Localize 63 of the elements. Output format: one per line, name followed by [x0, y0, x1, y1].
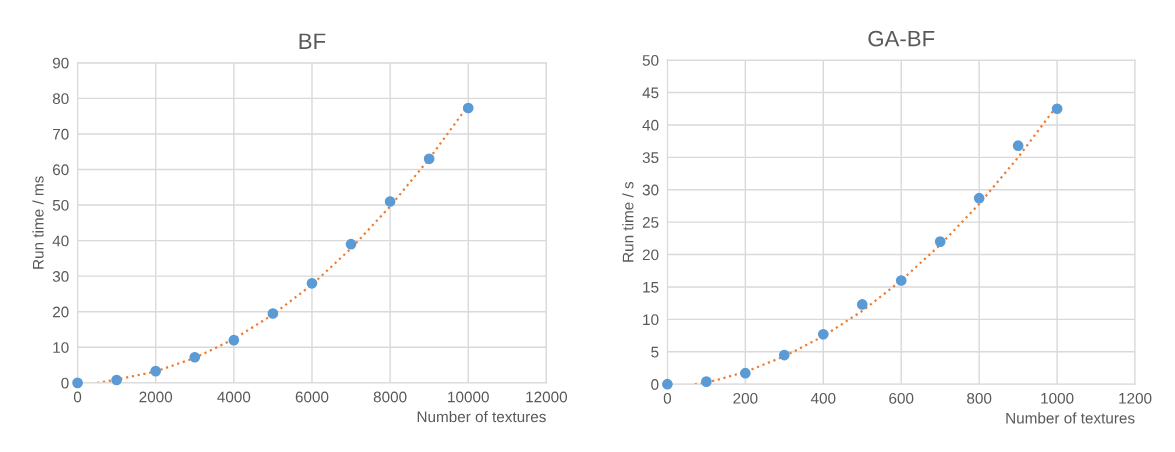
point — [267, 308, 279, 319]
point — [423, 153, 435, 165]
x-tick-label: 400 — [810, 392, 836, 404]
x-tick-label: 4000 — [217, 391, 251, 403]
point — [384, 196, 396, 207]
x-tick-label: 10000 — [448, 391, 489, 403]
x-tick-label: 1000 — [1041, 392, 1074, 404]
point — [189, 351, 201, 363]
y-tick-label: 30 — [642, 184, 659, 196]
point — [462, 102, 474, 114]
chart-title: GA-BF — [868, 30, 935, 47]
point — [895, 275, 907, 286]
y-tick-label: 50 — [52, 199, 69, 211]
x-axis-title: Number of textures — [1006, 412, 1135, 424]
y-tick-label: 0 — [651, 379, 659, 390]
y-tick-label: 10 — [643, 314, 659, 326]
y-axis-title: Run time / s — [622, 181, 634, 262]
y-tick-label: 70 — [53, 128, 69, 140]
point — [72, 377, 83, 389]
y-tick-label: 45 — [642, 87, 659, 99]
y-tick-label: 25 — [642, 217, 659, 228]
y-tick-label: 30 — [52, 271, 69, 282]
y-tick-label: 20 — [52, 306, 69, 318]
y-tick-label: 0 — [61, 377, 69, 389]
point — [934, 236, 946, 247]
y-tick-label: 10 — [53, 342, 69, 353]
point — [150, 365, 162, 377]
point — [1012, 140, 1024, 152]
y-axis-title: Run time / ms — [32, 176, 44, 269]
x-tick-label: 0 — [73, 391, 82, 403]
x-tick-label: 6000 — [295, 391, 329, 403]
point — [662, 378, 673, 390]
point — [1051, 103, 1063, 115]
y-tick-label: 90 — [52, 57, 69, 69]
x-tick-label: 800 — [967, 392, 992, 404]
point — [817, 328, 829, 340]
chart-title: BF — [299, 33, 326, 49]
point — [228, 334, 240, 346]
point — [345, 238, 357, 250]
y-tick-label: 40 — [642, 119, 659, 131]
point — [856, 299, 868, 310]
x-tick-label: 0 — [663, 392, 672, 404]
y-tick-label: 15 — [643, 282, 659, 293]
y-tick-label: 35 — [642, 152, 659, 164]
y-tick-label: 5 — [651, 346, 659, 358]
y-tick-label: 40 — [52, 235, 69, 247]
point — [973, 192, 985, 204]
point — [778, 349, 790, 361]
y-tick-label: 20 — [642, 249, 659, 261]
x-tick-label: 200 — [733, 392, 758, 404]
x-tick-label: 2000 — [139, 391, 173, 403]
x-axis-title: Number of textures — [417, 410, 546, 423]
point — [739, 367, 751, 379]
point — [701, 376, 712, 387]
x-tick-label: 1200 — [1119, 392, 1152, 404]
x-tick-label: 12000 — [526, 391, 568, 403]
point — [111, 374, 122, 386]
y-tick-label: 60 — [53, 164, 69, 176]
x-tick-label: 600 — [889, 392, 914, 404]
point — [306, 277, 318, 289]
x-tick-label: 8000 — [373, 391, 407, 403]
y-tick-label: 80 — [52, 93, 69, 105]
y-tick-label: 50 — [642, 54, 659, 66]
